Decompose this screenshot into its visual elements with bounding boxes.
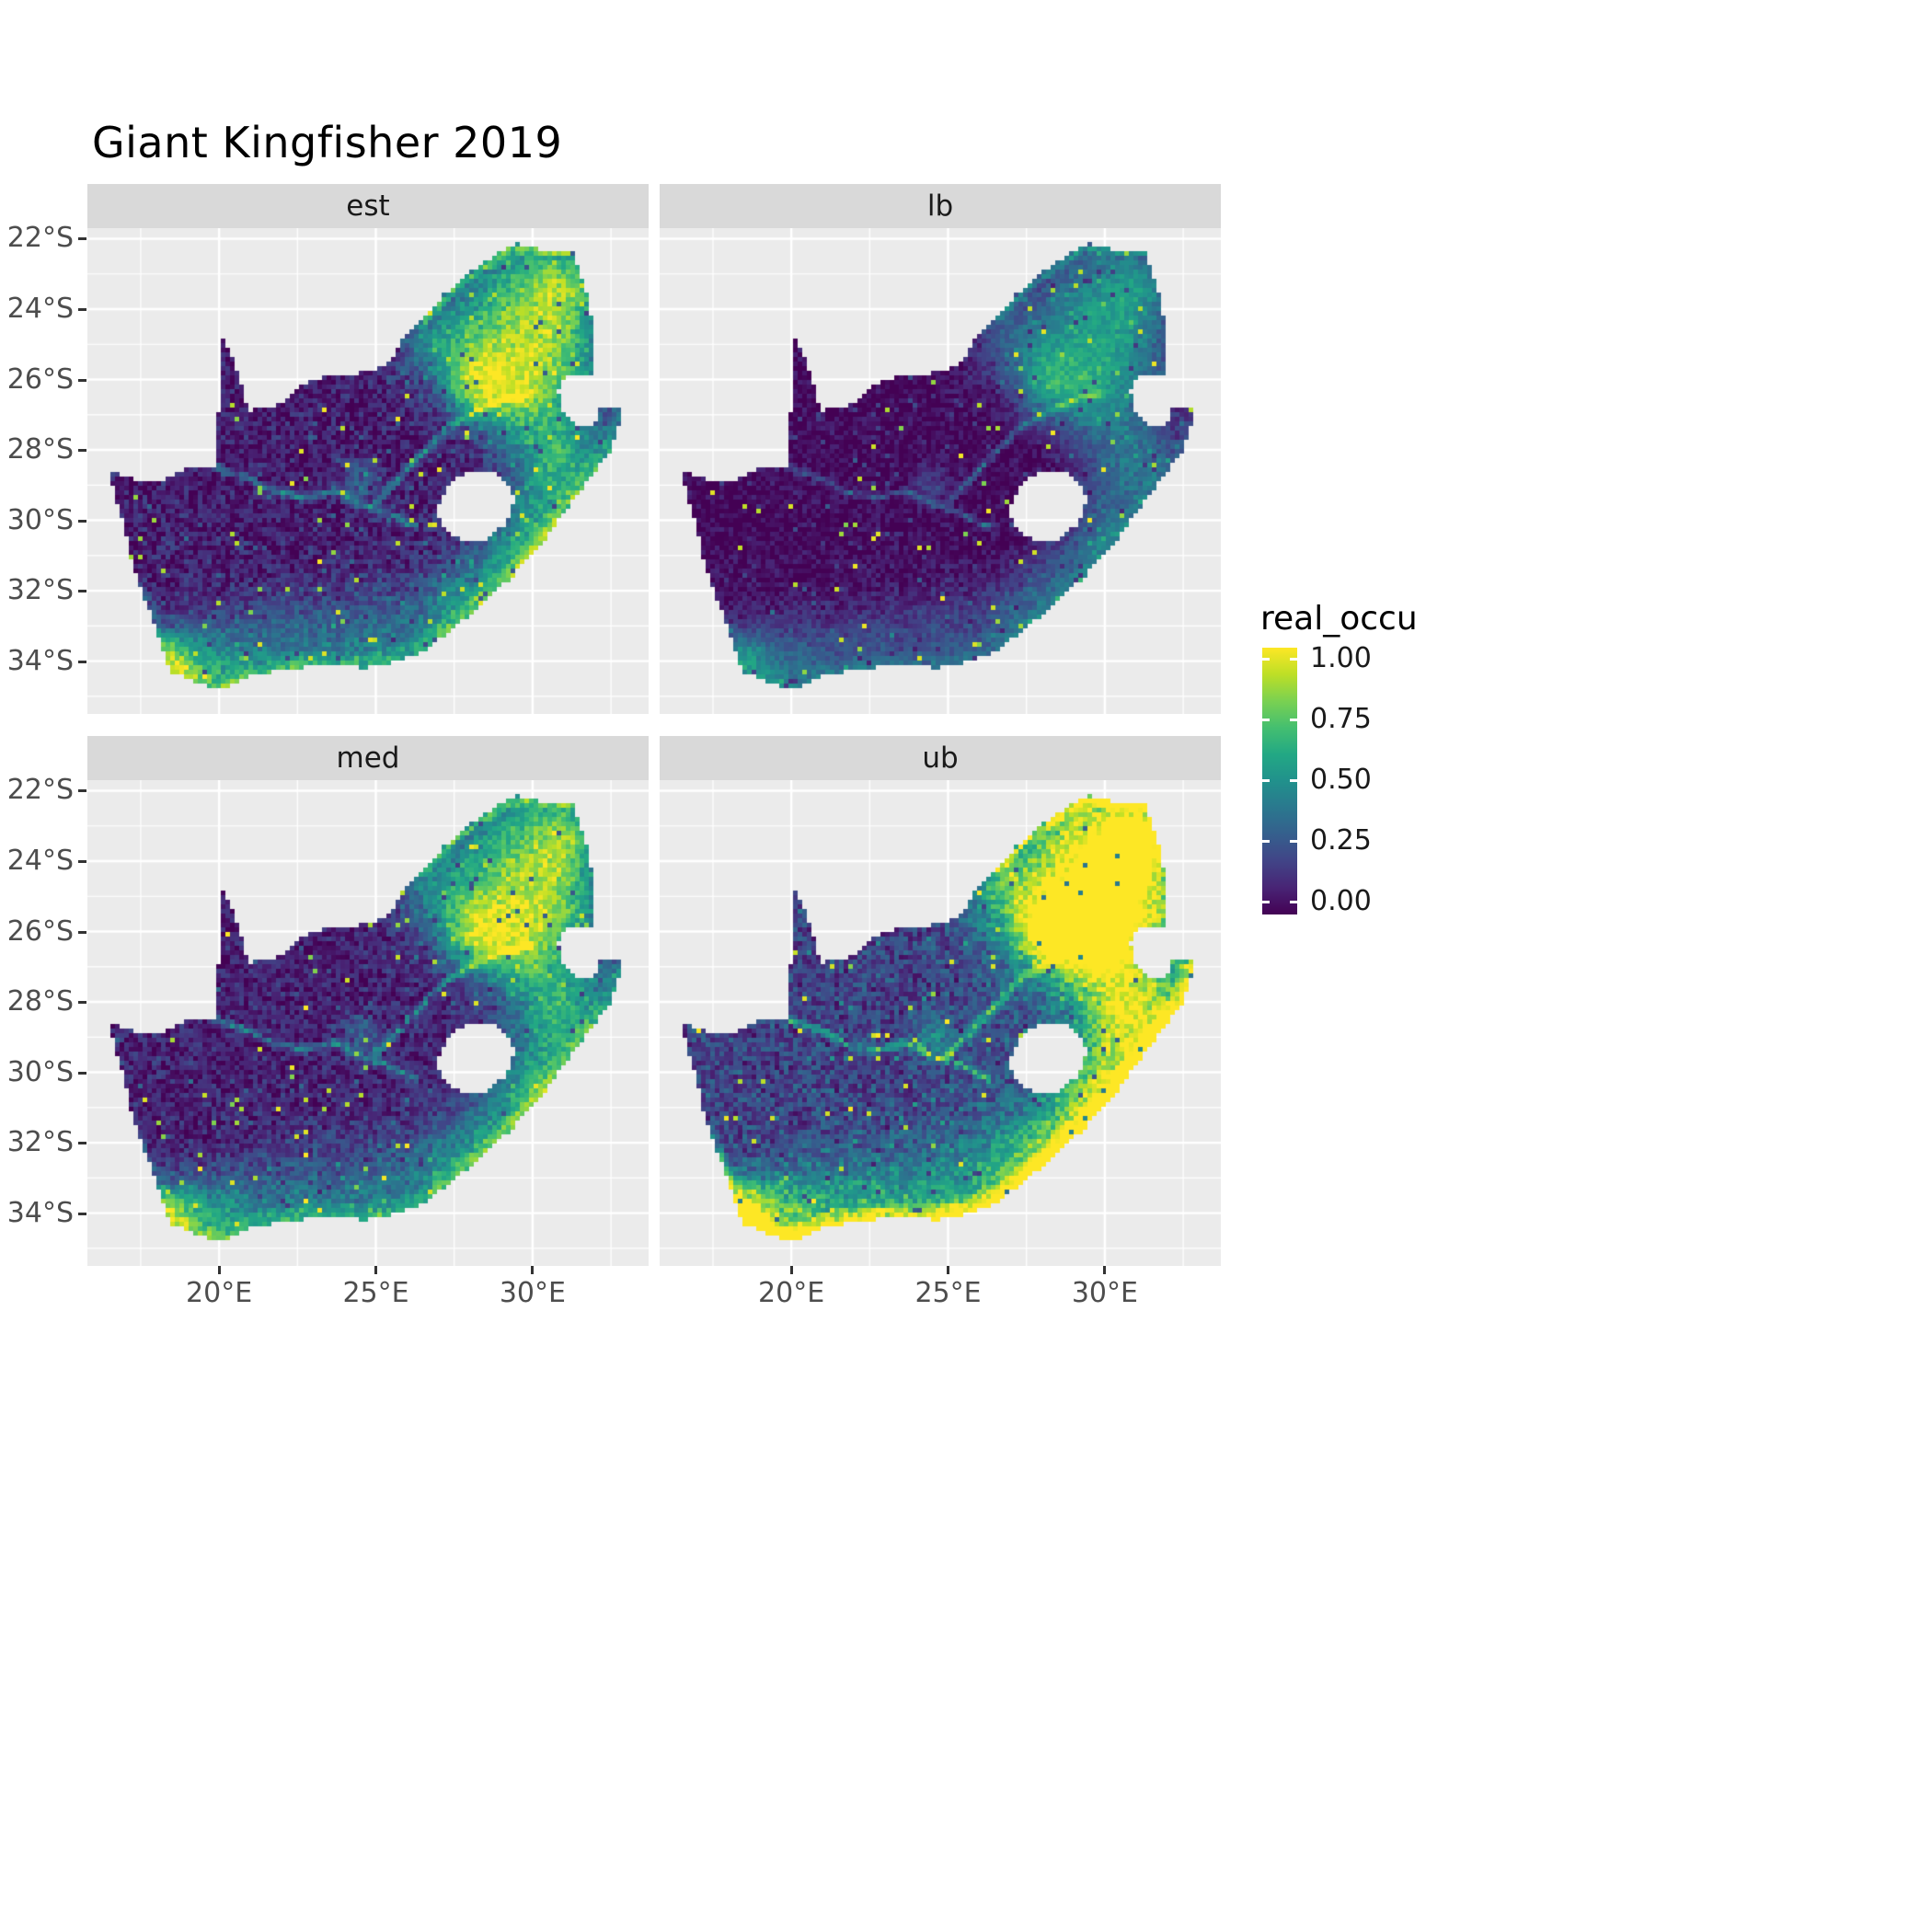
y-axis-tick-mark — [78, 378, 86, 382]
y-axis-tick-mark — [78, 449, 86, 453]
legend-tick-label: 0.25 — [1310, 824, 1372, 857]
x-axis-tick-label: 25°E — [342, 1277, 409, 1309]
facet-strip-est: est — [87, 184, 649, 228]
y-axis-tick-mark — [78, 860, 86, 863]
x-axis-tick-label: 20°E — [186, 1277, 253, 1309]
legend-tick-mark — [1290, 840, 1297, 843]
y-axis-tick-mark — [78, 660, 86, 663]
legend-tick-mark — [1262, 901, 1270, 903]
y-axis-tick-label: 30°S — [6, 503, 74, 536]
y-axis-tick-mark — [78, 1142, 86, 1145]
facet-strip-lb: lb — [660, 184, 1221, 228]
facet-strip-label: lb — [926, 190, 954, 223]
legend-tick-mark — [1290, 658, 1297, 661]
legend-tick-label: 0.00 — [1310, 885, 1372, 917]
map-panel-med — [87, 780, 649, 1266]
x-axis-tick-label: 30°E — [1071, 1277, 1138, 1309]
y-axis-tick-label: 34°S — [6, 1196, 74, 1229]
x-axis-tick-mark — [1103, 1266, 1107, 1274]
legend-tick-mark — [1262, 840, 1270, 843]
legend-tick-label: 0.50 — [1310, 764, 1372, 796]
y-axis-tick-mark — [78, 308, 86, 311]
y-axis-tick-label: 28°S — [6, 985, 74, 1018]
x-axis-tick-label: 30°E — [499, 1277, 566, 1309]
y-axis-tick-label: 26°S — [6, 362, 74, 396]
y-axis-tick-mark — [78, 519, 86, 523]
y-axis-tick-label: 30°S — [6, 1055, 74, 1088]
legend-tick-mark — [1262, 719, 1270, 721]
y-axis-tick-mark — [78, 1071, 86, 1075]
x-axis-tick-label: 25°E — [914, 1277, 982, 1309]
x-axis-tick-mark — [789, 1266, 793, 1274]
y-axis-tick-label: 28°S — [6, 433, 74, 466]
y-axis-tick-label: 22°S — [6, 774, 74, 807]
y-axis-tick-mark — [78, 1212, 86, 1215]
facet-strip-ub: ub — [660, 736, 1221, 780]
map-panel-ub — [660, 780, 1221, 1266]
legend-tick-mark — [1290, 901, 1297, 903]
legend-tick-label: 0.75 — [1310, 703, 1372, 735]
legend-tick-label: 1.00 — [1310, 642, 1372, 674]
y-axis-tick-mark — [78, 930, 86, 934]
facet-strip-med: med — [87, 736, 649, 780]
y-axis-tick-label: 32°S — [6, 574, 74, 607]
plot-title: Giant Kingfisher 2019 — [92, 118, 563, 167]
legend-tick-mark — [1262, 779, 1270, 782]
facet-strip-label: ub — [922, 742, 959, 775]
y-axis-tick-mark — [78, 1001, 86, 1005]
facet-strip-label: est — [346, 190, 390, 223]
x-axis-tick-mark — [217, 1266, 221, 1274]
x-axis-tick-label: 20°E — [758, 1277, 825, 1309]
y-axis-tick-label: 24°S — [6, 845, 74, 877]
facet-strip-label: med — [336, 742, 400, 775]
legend-tick-mark — [1290, 779, 1297, 782]
map-panel-est — [87, 228, 649, 714]
y-axis-tick-mark — [78, 237, 86, 241]
map-panel-lb — [660, 228, 1221, 714]
y-axis-tick-label: 34°S — [6, 644, 74, 677]
y-axis-tick-label: 32°S — [6, 1126, 74, 1159]
y-axis-tick-mark — [78, 789, 86, 793]
y-axis-tick-mark — [78, 590, 86, 593]
x-axis-tick-mark — [947, 1266, 950, 1274]
y-axis-tick-label: 22°S — [6, 222, 74, 255]
y-axis-tick-label: 26°S — [6, 914, 74, 948]
y-axis-tick-label: 24°S — [6, 293, 74, 325]
legend-tick-mark — [1290, 719, 1297, 721]
x-axis-tick-mark — [531, 1266, 535, 1274]
legend-title: real_occu — [1260, 600, 1418, 638]
legend-tick-mark — [1262, 658, 1270, 661]
x-axis-tick-mark — [374, 1266, 378, 1274]
